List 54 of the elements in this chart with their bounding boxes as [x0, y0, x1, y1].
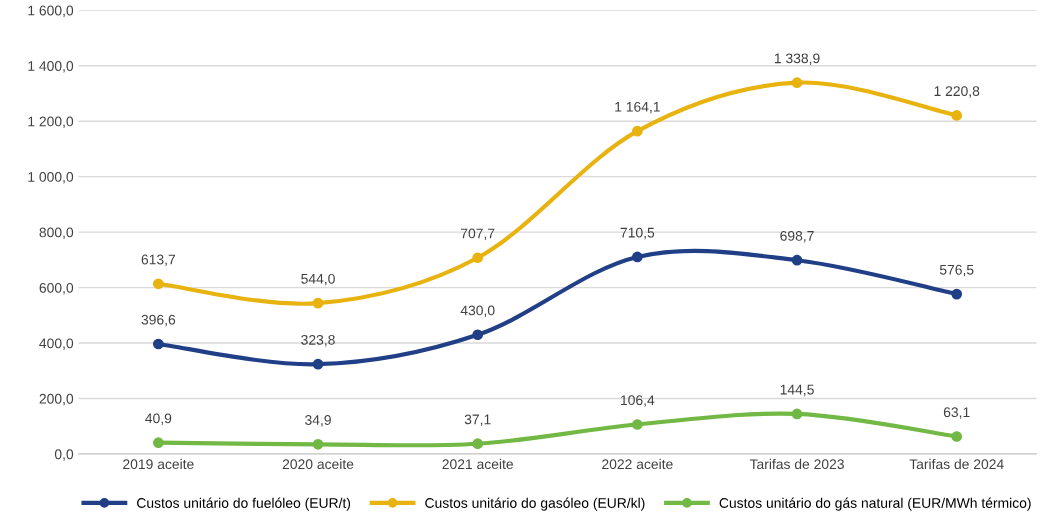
- point: [791, 77, 803, 89]
- point: [312, 358, 324, 370]
- y-tick-label: 200,0: [39, 393, 74, 406]
- data-label: 707,7: [461, 228, 495, 240]
- y-tick-label: 1 400,0: [28, 61, 74, 73]
- data-label: 37,1: [464, 414, 491, 426]
- point: [312, 297, 324, 309]
- x-tick-label: 2019 aceite: [123, 458, 194, 470]
- y-tick-label: 0,0: [54, 449, 74, 461]
- data-label: 396,6: [141, 314, 176, 327]
- point: [472, 438, 484, 450]
- point: [632, 125, 643, 137]
- y-tick-label: 800,0: [39, 227, 74, 239]
- x-tick-label: 2022 aceite: [602, 458, 673, 470]
- data-label: 430,0: [460, 305, 495, 317]
- point: [312, 438, 324, 450]
- legend-label: Custos unitário do gasóleo (EUR/kl): [425, 497, 645, 511]
- point: [153, 437, 164, 449]
- point: [791, 254, 803, 266]
- x-tick-label: Tarifas de 2024: [909, 458, 1004, 470]
- point: [153, 278, 164, 290]
- point: [791, 408, 803, 420]
- data-label: 34,9: [305, 415, 331, 427]
- data-label: 144,5: [780, 384, 814, 397]
- point: [632, 419, 643, 430]
- data-label: 106,4: [621, 395, 655, 407]
- data-label: 323,8: [301, 334, 335, 347]
- data-label: 710,5: [620, 227, 655, 240]
- point: [632, 251, 643, 263]
- data-label: 576,5: [939, 264, 974, 277]
- data-label: 698,7: [780, 230, 814, 243]
- data-label: 1 338,9: [774, 53, 820, 65]
- y-tick-label: 1 600,0: [28, 5, 74, 18]
- y-tick-label: 600,0: [39, 282, 74, 295]
- x-tick-label: 2020 aceite: [282, 458, 354, 470]
- point: [951, 288, 963, 300]
- y-tick-label: 1 200,0: [28, 116, 74, 129]
- data-label: 1 220,8: [934, 86, 980, 98]
- data-label: 544,0: [301, 273, 335, 286]
- data-label: 40,9: [145, 413, 172, 425]
- x-tick-label: 2021 aceite: [442, 458, 513, 470]
- data-label: 1 164,1: [615, 101, 660, 114]
- legend-label: Custos unitário do fuelóleo (EUR/t): [137, 497, 351, 511]
- point: [472, 329, 484, 341]
- point: [951, 431, 963, 442]
- point: [153, 338, 164, 350]
- x-tick-label: Tarifas de 2023: [749, 458, 844, 470]
- point: [472, 252, 484, 264]
- point: [951, 110, 963, 121]
- data-label: 613,7: [141, 254, 176, 267]
- y-tick-label: 400,0: [39, 338, 74, 350]
- y-tick-label: 1 000,0: [28, 172, 74, 184]
- legend-label: Custos unitário do gás natural (EUR/MWh térmico): [719, 497, 1031, 511]
- data-label: 63,1: [943, 407, 970, 419]
